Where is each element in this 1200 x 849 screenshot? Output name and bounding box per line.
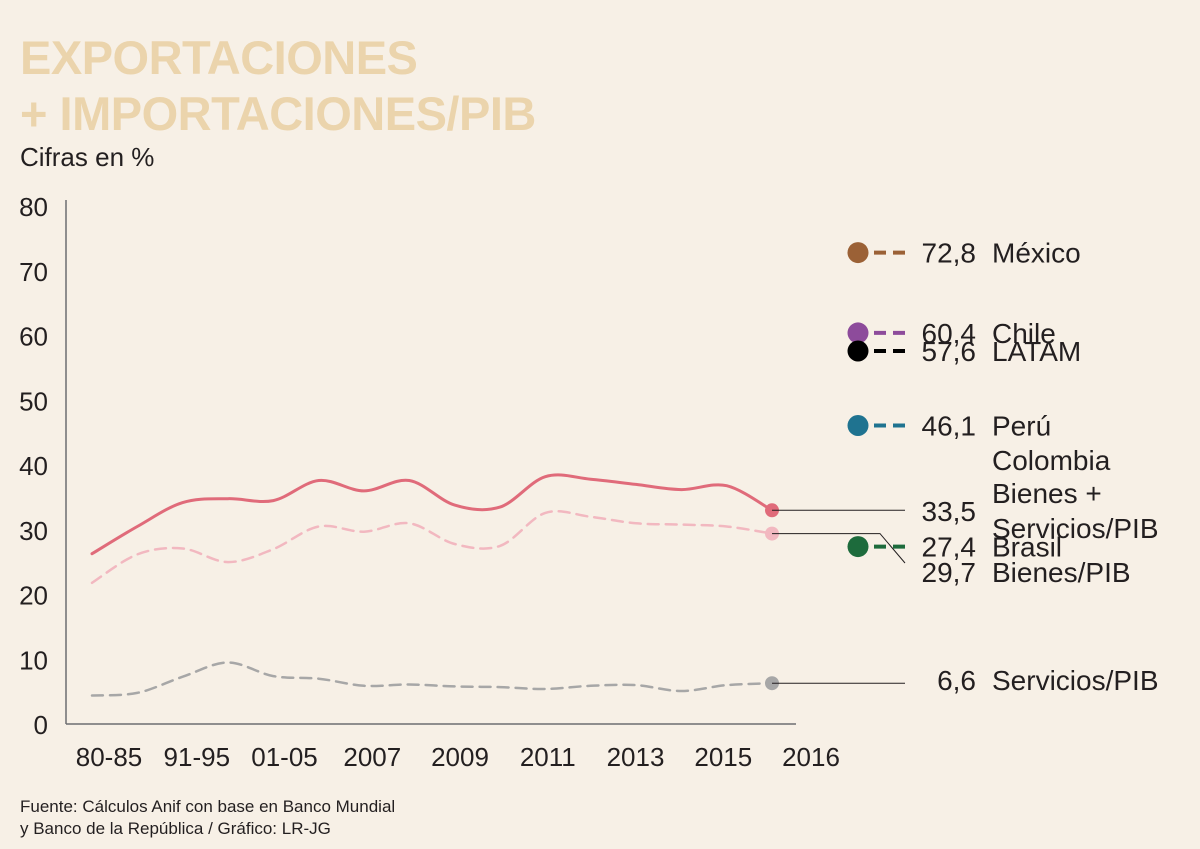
x-tick-label: 2016 [782,742,840,772]
x-tick-label: 2011 [520,742,576,772]
reference-marker-value: 72,8 [922,238,977,269]
bienes-label: Bienes/PIB [992,557,1131,588]
y-tick-label: 20 [19,581,48,611]
y-tick-label: 0 [34,710,48,740]
x-tick-label: 2013 [607,742,665,772]
chart-axes [65,200,796,725]
source-line-2: y Banco de la República / Gráfico: LR-JG [20,819,331,838]
servicios-label: Servicios/PIB [992,665,1159,696]
reference-markers: 72,8 México 60,4 Chile 57,6 LATAM 46,1 Perú 27,4… [847,238,1081,563]
x-tick-label: 2009 [431,742,489,772]
reference-marker-label: Perú [992,411,1051,442]
reference-marker-label: Brasil [992,532,1062,563]
reference-marker-label: México [992,238,1081,269]
reference-marker-label: Chile [992,318,1056,349]
servicios-end-value: 6,6 [937,665,976,696]
reference-marker-value: 60,4 [922,318,977,349]
bienes-end-value: 29,7 [922,557,977,588]
x-tick-label: 80-85 [76,742,143,772]
chart-title-line-2: + IMPORTACIONES/PIB [20,87,536,140]
y-tick-labels: 0 10 20 30 40 50 60 70 80 [19,192,48,740]
colombia-label-line-1: Colombia [992,445,1111,476]
x-tick-label: 91-95 [164,742,231,772]
x-tick-label: 2007 [343,742,401,772]
y-tick-label: 50 [19,386,48,416]
colombia-label-line-3: Servicios/PIB [992,513,1159,544]
bienes-leader-line [772,533,906,564]
reference-marker-dot [847,415,869,436]
chart-title-line-1: EXPORTACIONES [20,31,418,84]
series-line [90,661,774,697]
y-tick-label: 60 [19,322,48,352]
source-line-1: Fuente: Cálculos Anif con base en Banco … [20,797,396,816]
y-tick-label: 10 [19,645,48,675]
chart-subtitle: Cifras en % [20,142,155,172]
x-tick-label: 01-05 [251,742,318,772]
x-tick-label: 2015 [694,742,752,772]
reference-marker-dot [847,340,869,362]
reference-marker-dot [847,242,869,264]
y-tick-label: 70 [19,257,48,287]
colombia-label-line-2: Bienes + [992,478,1102,509]
y-tick-label: 30 [19,516,48,546]
reference-marker-value: 57,6 [922,336,977,367]
reference-marker-label: LATAM [992,336,1081,367]
series-line [90,473,774,556]
reference-marker-dot [847,322,869,344]
reference-marker-value: 46,1 [922,411,977,442]
series-line [90,509,774,585]
x-tick-labels: 80-85 91-95 01-05 2007 2009 2011 2013 2015 2016 [76,742,840,772]
series-lines [90,473,779,697]
y-tick-label: 80 [19,192,48,222]
source-note: Fuente: Cálculos Anif con base en Banco … [20,796,395,840]
reference-marker-value: 27,4 [922,532,977,563]
chart-title: EXPORTACIONES + IMPORTACIONES/PIB [20,30,536,142]
colombia-end-value: 33,5 [922,496,977,527]
series-callouts: Colombia Bienes + Servicios/PIB 33,5 29,… [772,445,1159,696]
reference-marker-dot [847,536,869,558]
y-tick-label: 40 [19,451,48,481]
